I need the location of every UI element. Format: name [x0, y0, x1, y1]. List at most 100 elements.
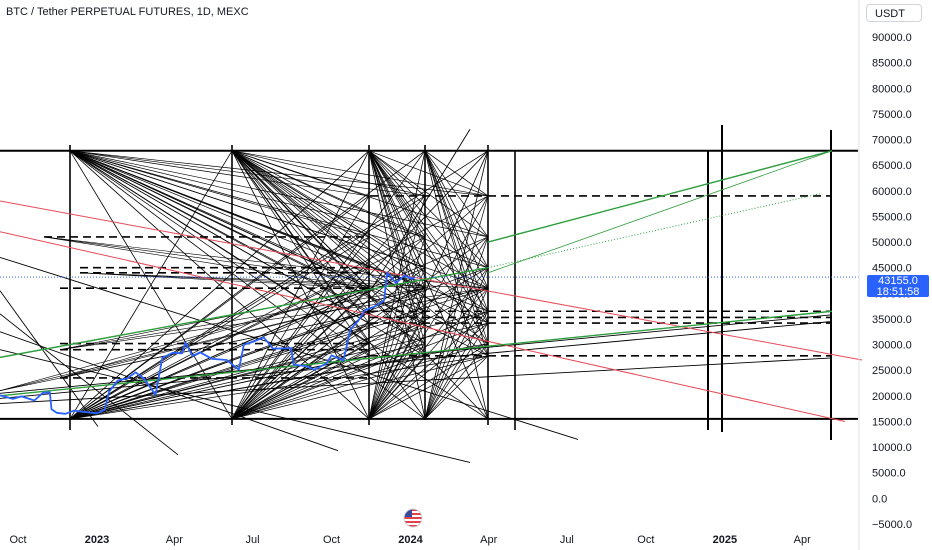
time-tick-label: 2025 — [713, 534, 737, 546]
trendline-drawings — [0, 125, 863, 463]
green-trendline — [487, 150, 833, 274]
fan-line — [368, 288, 426, 420]
fan-line — [43, 236, 489, 289]
fan-line — [59, 287, 489, 379]
last-price-tag: 43155.0 18:51:58 — [867, 275, 929, 298]
fan-line — [368, 311, 426, 420]
diagonal-line — [368, 129, 471, 294]
price-tick-label: 35000.0 — [872, 314, 912, 326]
green-trendline — [0, 310, 833, 397]
fan-line — [368, 322, 489, 420]
fan-line — [424, 150, 489, 324]
fan-line — [69, 150, 370, 344]
fan-line — [368, 355, 489, 420]
fan-line — [424, 322, 489, 420]
fan-line — [69, 322, 489, 420]
fan-line — [231, 150, 370, 420]
fan-line — [43, 236, 426, 289]
fan-line — [231, 150, 426, 324]
fan-line — [69, 236, 426, 420]
fan-line — [368, 150, 489, 312]
fan-line — [59, 287, 489, 351]
fan-line — [368, 150, 426, 197]
time-tick-label: Apr — [480, 534, 497, 546]
fan-line — [59, 287, 426, 379]
fan-line — [231, 267, 489, 420]
price-tick-label: 65000.0 — [872, 160, 912, 172]
fan-line — [424, 150, 489, 197]
red-trendline — [0, 231, 846, 422]
chart-title: BTC / Tether PERPETUAL FUTURES, 1D, MEXC — [6, 6, 249, 18]
fan-line — [69, 150, 370, 238]
fan-line — [79, 272, 426, 289]
fan-line — [231, 150, 426, 268]
fan-line — [424, 150, 489, 268]
diagonal-line — [0, 349, 471, 463]
diagonal-line — [0, 290, 99, 427]
fan-line — [424, 150, 489, 312]
fan-line — [231, 150, 370, 357]
price-line — [0, 271, 416, 415]
time-tick-label: Apr — [166, 534, 183, 546]
green-trendline — [487, 150, 833, 243]
time-axis[interactable]: Oct 2023 Apr Jul Oct 2024 Apr Jul Oct 2025 Apr — [9, 534, 811, 546]
fan-line — [69, 150, 489, 324]
fan-line — [231, 236, 370, 420]
fan-line — [231, 150, 489, 312]
fan-line — [368, 150, 489, 357]
fan-line — [231, 150, 489, 238]
last-price-value: 43155.0 — [878, 275, 918, 287]
fan-line — [231, 150, 489, 289]
fan-line — [69, 150, 233, 420]
fan-line — [231, 150, 426, 197]
fan-line — [368, 150, 489, 268]
time-tick-label: Jul — [560, 534, 574, 546]
fan-line — [69, 150, 426, 420]
diagonal-line — [0, 357, 833, 404]
fan-line — [231, 150, 426, 344]
price-tick-label: 80000.0 — [872, 83, 912, 95]
fan-line — [424, 195, 489, 420]
fan-line — [368, 267, 489, 420]
price-tick-label: 25000.0 — [872, 365, 912, 377]
fan-line — [424, 343, 489, 420]
fan-line — [368, 150, 426, 289]
fan-line — [231, 355, 489, 420]
fan-line — [79, 272, 370, 289]
fan-line — [69, 150, 426, 197]
time-tick-label: Oct — [637, 534, 654, 546]
fan-line — [368, 150, 426, 238]
fan-line — [69, 150, 426, 344]
fan-line — [231, 195, 426, 420]
fan-line — [69, 150, 370, 197]
fan-line — [79, 272, 489, 289]
price-axis[interactable]: 90000.0 85000.0 80000.0 75000.0 70000.0 65000… — [858, 0, 912, 550]
price-tick-label: 55000.0 — [872, 211, 912, 223]
price-series — [0, 271, 416, 415]
time-tick-label: 2024 — [398, 534, 423, 546]
fan-line — [368, 150, 489, 238]
price-tick-label: 85000.0 — [872, 58, 912, 70]
fan-line — [231, 150, 489, 269]
time-tick-label: Jul — [245, 534, 259, 546]
fan-line — [231, 343, 489, 420]
currency-selector[interactable]: USDT — [866, 4, 922, 22]
fan-line — [368, 150, 489, 420]
fan-line — [69, 150, 489, 344]
diagonal-line — [0, 331, 339, 452]
fan-line — [368, 355, 426, 420]
diagonal-line — [0, 321, 833, 399]
fan-line — [69, 150, 426, 357]
us-flag-icon[interactable] — [403, 508, 423, 528]
price-tick-label: 60000.0 — [872, 186, 912, 198]
fan-line — [231, 355, 426, 420]
fan-line — [231, 287, 489, 420]
fan-line — [368, 343, 426, 420]
fan-line — [0, 287, 370, 392]
fan-line — [43, 236, 370, 289]
price-tick-label: 5000.0 — [872, 468, 906, 480]
price-tick-label: 70000.0 — [872, 135, 912, 147]
green-trendline — [0, 266, 489, 359]
fan-line — [424, 150, 489, 344]
